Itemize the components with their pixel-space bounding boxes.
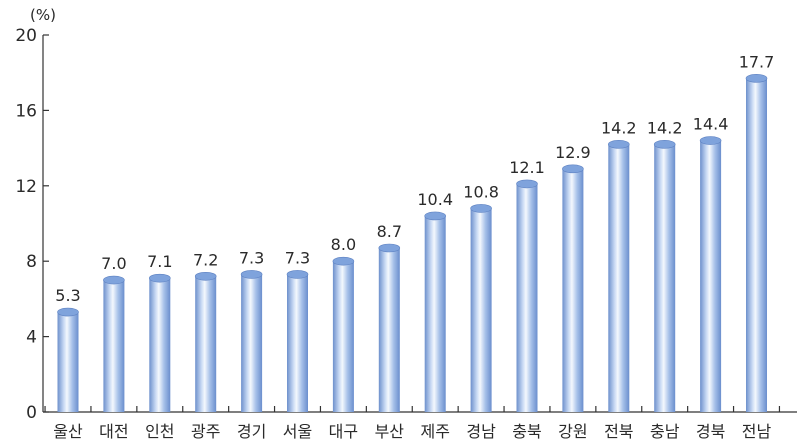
- bar: [57, 312, 79, 412]
- bar-cap: [378, 243, 401, 253]
- x-category-label: 경북: [696, 422, 725, 441]
- y-tick-label: 20: [15, 26, 37, 46]
- bar: [195, 276, 217, 412]
- data-label: 7.2: [193, 250, 218, 269]
- bar: [424, 215, 446, 412]
- data-label: 5.3: [55, 286, 80, 305]
- data-label: 7.1: [147, 252, 172, 271]
- data-label: 14.4: [693, 115, 729, 134]
- bar-cap: [470, 204, 492, 213]
- data-label: 7.0: [101, 254, 126, 273]
- bar-cap: [286, 270, 309, 279]
- y-unit-label: (%): [30, 6, 56, 24]
- y-tick-label: 4: [26, 328, 37, 348]
- y-tick-label: 16: [15, 101, 37, 121]
- bar: [470, 208, 492, 412]
- x-category-label: 경남: [466, 422, 496, 441]
- bar: [103, 280, 125, 412]
- data-label: 14.2: [647, 118, 683, 137]
- bars: [57, 74, 768, 412]
- bar-cap: [149, 273, 171, 283]
- x-category-label: 충북: [512, 422, 541, 441]
- bar-cap: [699, 136, 722, 145]
- bar-cap: [194, 271, 217, 281]
- bar-cap: [516, 179, 538, 189]
- bar-cap: [562, 164, 584, 174]
- data-label: 7.3: [239, 248, 264, 267]
- data-label: 10.4: [417, 190, 453, 209]
- bar: [654, 144, 676, 412]
- x-category-label: 경기: [237, 422, 266, 441]
- x-category-label: 충남: [650, 422, 680, 441]
- data-label: 12.9: [555, 143, 591, 162]
- x-category-label: 부산: [375, 422, 405, 441]
- x-category-label: 울산: [53, 422, 83, 441]
- bar: [332, 261, 354, 412]
- data-label: 17.7: [739, 52, 775, 71]
- bar: [746, 78, 767, 412]
- x-category-label: 강원: [558, 422, 587, 441]
- data-label: 7.3: [285, 248, 310, 267]
- bar-cap: [57, 307, 79, 317]
- bar: [562, 168, 584, 412]
- bar: [516, 183, 538, 412]
- bar-cap: [653, 140, 676, 149]
- bar-cap: [240, 270, 263, 279]
- bar: [287, 274, 308, 412]
- x-category-label: 제주: [420, 422, 449, 441]
- bar: [608, 144, 630, 412]
- labels: 0 4 8 12 16 20 (%) 5.3 울산 7.0 대전 7.1 인천 7.2 광주 7.3 경기 7.3…: [15, 6, 774, 441]
- data-label: 8.7: [377, 222, 402, 241]
- bar-cap: [745, 74, 768, 83]
- x-category-label: 전남: [742, 422, 772, 441]
- data-label: 12.1: [509, 158, 545, 177]
- bar-cap: [332, 256, 355, 266]
- bar-cap: [424, 211, 447, 221]
- x-category-label: 전북: [604, 422, 633, 441]
- data-label: 14.2: [601, 118, 637, 137]
- x-category-label: 대전: [99, 422, 128, 441]
- data-label: 10.8: [463, 182, 499, 201]
- y-tick-label: 0: [26, 403, 37, 423]
- bar-cap: [607, 140, 630, 149]
- bar: [241, 274, 263, 412]
- bar: [700, 140, 722, 412]
- y-tick-label: 12: [15, 177, 37, 197]
- y-tick-label: 8: [26, 252, 37, 272]
- x-category-label: 인천: [145, 422, 174, 441]
- bar: [378, 248, 400, 412]
- x-category-label: 광주: [191, 422, 220, 441]
- bar-cap: [103, 275, 125, 285]
- data-label: 8.0: [331, 235, 356, 254]
- bar: [149, 278, 171, 412]
- x-category-label: 서울: [283, 422, 312, 441]
- x-category-label: 대구: [329, 422, 358, 441]
